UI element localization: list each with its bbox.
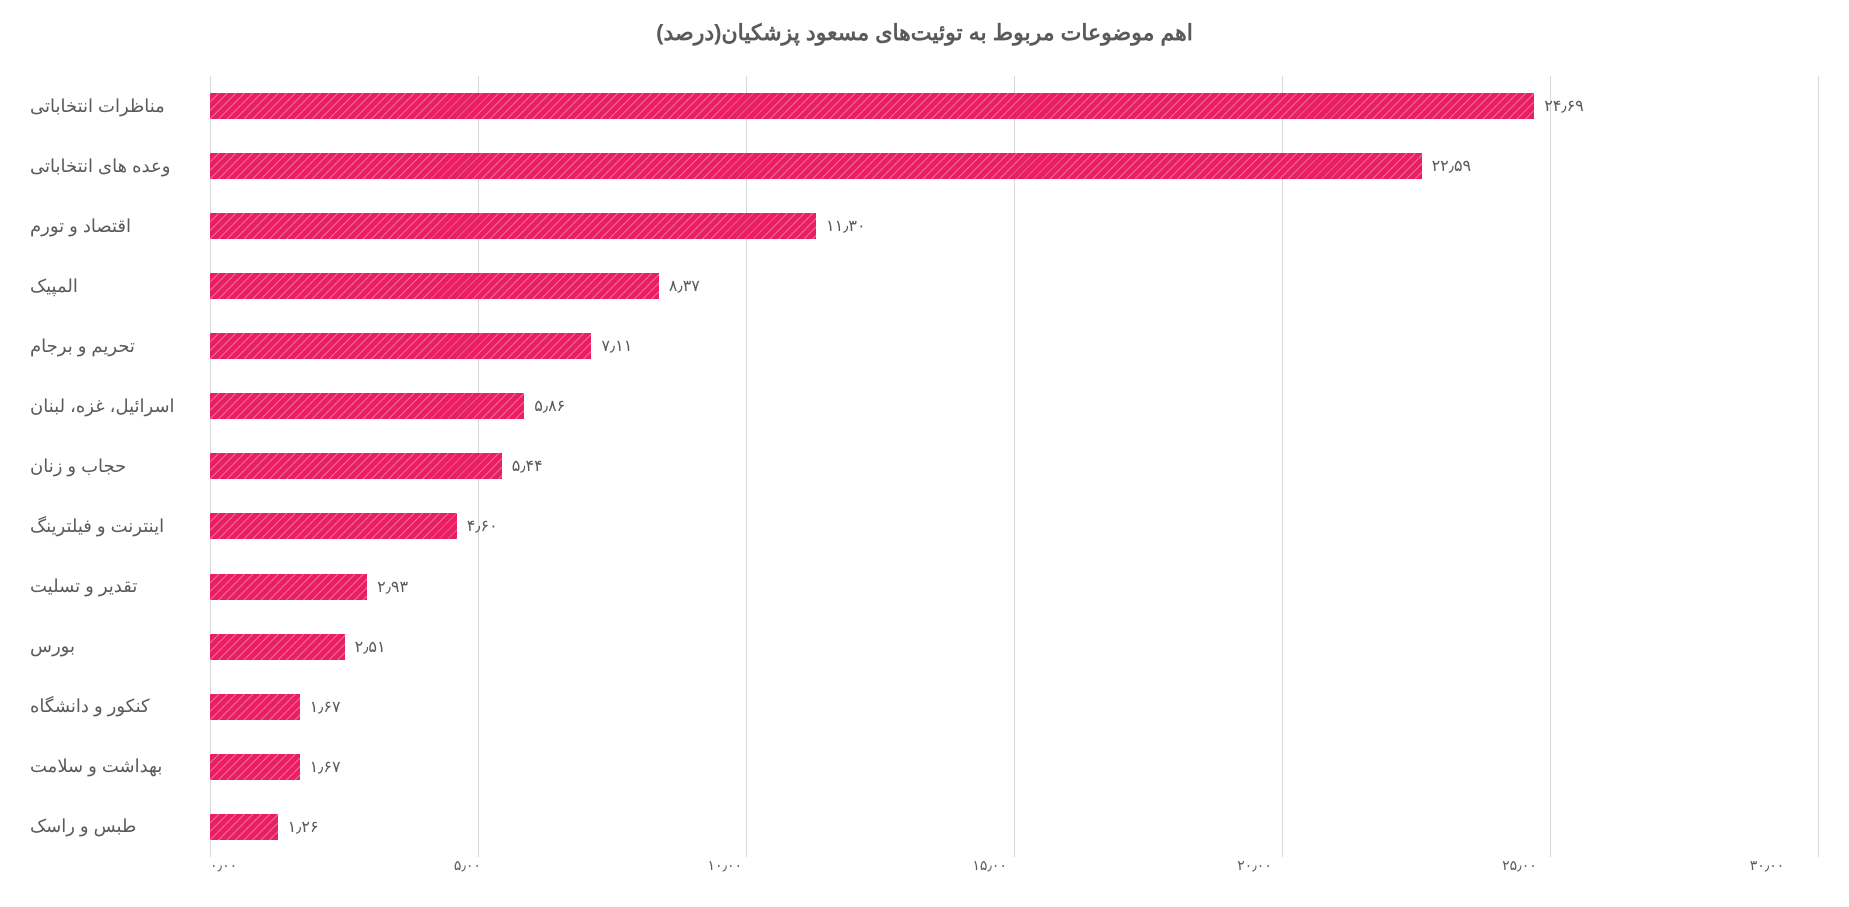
bars-container: ۲۴٫۶۹ ۲۲٫۵۹ ۱۱٫۳۰ ۸٫۳۷ ۷٫۱۱ ۵٫۸۶ ۵٫۴۴ ۴٫۶۰ ۲٫۹۳ ۲… — [210, 76, 1819, 857]
bar: ۱۱٫۳۰ — [210, 213, 816, 239]
chart-body: مناظرات انتخاباتیوعده های انتخاباتیاقتصا… — [30, 76, 1819, 887]
y-label: بورس — [30, 619, 210, 675]
bar-value-label: ۲۲٫۵۹ — [1432, 156, 1472, 176]
x-tick: ۲۵٫۰۰ — [1502, 857, 1537, 887]
chart-title: اهم موضوعات مربوط به توئیت‌های مسعود پزش… — [30, 20, 1819, 46]
y-label: تقدیر و تسلیت — [30, 559, 210, 615]
bar-row: ۲٫۹۳ — [210, 559, 1819, 615]
x-tick: ۲۰٫۰۰ — [1237, 857, 1272, 887]
bar-row: ۱۱٫۳۰ — [210, 198, 1819, 254]
x-tick: ۱۵٫۰۰ — [972, 857, 1007, 887]
y-axis-labels: مناظرات انتخاباتیوعده های انتخاباتیاقتصا… — [30, 76, 210, 887]
bar: ۱٫۶۷ — [210, 754, 300, 780]
bar-value-label: ۵٫۸۶ — [534, 396, 565, 416]
bar-row: ۵٫۴۴ — [210, 438, 1819, 494]
chart-container: اهم موضوعات مربوط به توئیت‌های مسعود پزش… — [30, 20, 1819, 887]
y-label: المپیک — [30, 258, 210, 314]
bar-row: ۱٫۶۷ — [210, 739, 1819, 795]
y-label: طبس و راسک — [30, 799, 210, 855]
bar-row: ۵٫۸۶ — [210, 378, 1819, 434]
bar-row: ۲۲٫۵۹ — [210, 138, 1819, 194]
y-label: وعده های انتخاباتی — [30, 138, 210, 194]
bar: ۲٫۹۳ — [210, 574, 367, 600]
bar-row: ۸٫۳۷ — [210, 258, 1819, 314]
bar-value-label: ۱٫۲۶ — [288, 817, 319, 837]
bar: ۷٫۱۱ — [210, 333, 591, 359]
bar-row: ۲٫۵۱ — [210, 619, 1819, 675]
y-label: کنکور و دانشگاه — [30, 679, 210, 735]
y-label: حجاب و زنان — [30, 438, 210, 494]
bar: ۱٫۲۶ — [210, 814, 278, 840]
bar-value-label: ۲۴٫۶۹ — [1544, 96, 1584, 116]
y-label: تحریم و برجام — [30, 318, 210, 374]
bar: ۵٫۸۶ — [210, 393, 524, 419]
bar-row: ۱٫۲۶ — [210, 799, 1819, 855]
bar: ۴٫۶۰ — [210, 513, 457, 539]
x-tick: ۰٫۰۰ — [210, 857, 237, 887]
bar-value-label: ۱٫۶۷ — [310, 757, 341, 777]
x-tick: ۱۰٫۰۰ — [707, 857, 742, 887]
bar: ۲٫۵۱ — [210, 634, 345, 660]
plot-area: ۲۴٫۶۹ ۲۲٫۵۹ ۱۱٫۳۰ ۸٫۳۷ ۷٫۱۱ ۵٫۸۶ ۵٫۴۴ ۴٫۶۰ ۲٫۹۳ ۲… — [210, 76, 1819, 887]
bar-value-label: ۵٫۴۴ — [512, 456, 543, 476]
bar-value-label: ۱٫۶۷ — [310, 697, 341, 717]
y-label: بهداشت و سلامت — [30, 739, 210, 795]
bar-row: ۴٫۶۰ — [210, 498, 1819, 554]
bar-value-label: ۴٫۶۰ — [467, 516, 498, 536]
y-label: اسرائیل، غزه، لبنان — [30, 378, 210, 434]
bar: ۲۴٫۶۹ — [210, 93, 1534, 119]
bar-value-label: ۱۱٫۳۰ — [826, 216, 866, 236]
x-tick: ۵٫۰۰ — [454, 857, 481, 887]
y-label: اقتصاد و تورم — [30, 198, 210, 254]
bar-row: ۲۴٫۶۹ — [210, 78, 1819, 134]
x-axis: ۰٫۰۰ ۵٫۰۰ ۱۰٫۰۰ ۱۵٫۰۰ ۲۰٫۰۰ ۲۵٫۰۰ ۳۰٫۰۰ — [210, 857, 1819, 887]
bar: ۲۲٫۵۹ — [210, 153, 1422, 179]
bar-value-label: ۸٫۳۷ — [669, 276, 700, 296]
bar: ۵٫۴۴ — [210, 453, 502, 479]
bar-value-label: ۲٫۵۱ — [355, 637, 386, 657]
y-label: اینترنت و فیلترینگ — [30, 498, 210, 554]
bar-row: ۷٫۱۱ — [210, 318, 1819, 374]
bar-value-label: ۲٫۹۳ — [377, 577, 408, 597]
bar-value-label: ۷٫۱۱ — [601, 336, 632, 356]
y-label: مناظرات انتخاباتی — [30, 78, 210, 134]
bar-row: ۱٫۶۷ — [210, 679, 1819, 735]
bar: ۱٫۶۷ — [210, 694, 300, 720]
bar: ۸٫۳۷ — [210, 273, 659, 299]
x-tick: ۳۰٫۰۰ — [1750, 857, 1785, 887]
